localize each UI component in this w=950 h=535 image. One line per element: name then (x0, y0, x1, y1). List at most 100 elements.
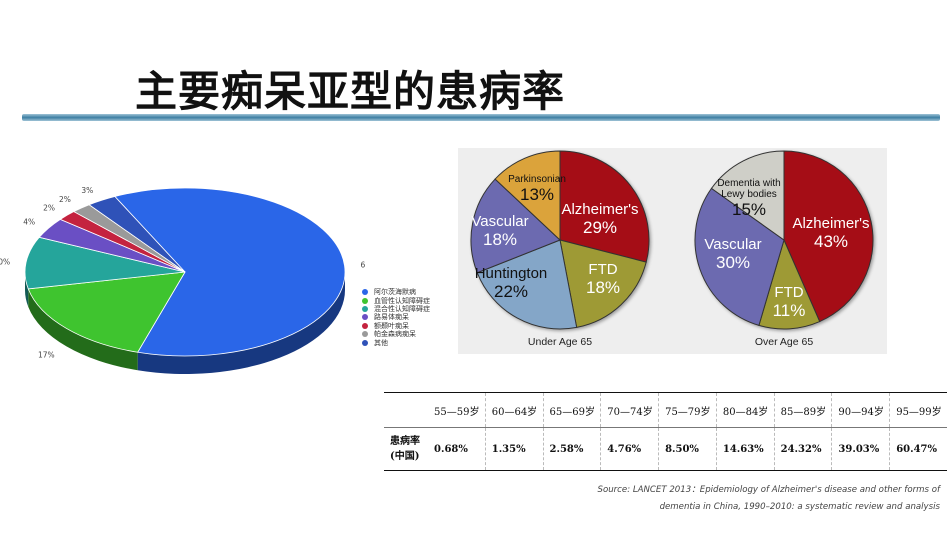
column-header: 85—89岁 (773, 392, 832, 428)
table-row: 患病率 (中国) 0.68% 1.35% 2.58% 4.76% 8.50% 14.63%… (384, 427, 947, 471)
age-pie-caption: Over Age 65 (755, 336, 814, 348)
prevalence-table: 55—59岁 60—64岁 65—69岁 70—74岁 75—79岁 80—84岁 85—8… (384, 392, 947, 471)
age-pie (470, 150, 650, 330)
table-cell: 14.63% (715, 427, 775, 471)
legend-label: 其他 (374, 338, 388, 347)
legend-entry: 额颞叶痴呆 (362, 322, 430, 330)
legend-swatch (362, 339, 368, 346)
age-pie-slice (783, 150, 874, 323)
pie-slice-label: 17% (38, 350, 55, 359)
age-pie-slice (710, 150, 785, 241)
age-comparison-figure: Alzheimer's 29% FTD 18% Huntington 22% Vascula… (458, 148, 887, 354)
legend-entry: 阿尔茨海默病 (362, 288, 430, 296)
pie-slice (24, 236, 186, 290)
pie-slice-side (28, 288, 138, 371)
age-pie-labels: Alzheimer's29%FTD18%Huntington22%Vascula… (471, 174, 638, 301)
age-pie-slice-label: Huntington (475, 265, 548, 282)
age-pie-slice-value: 15% (732, 200, 766, 219)
column-header: 55—59岁 (428, 392, 486, 428)
table-cell: 2.58% (542, 427, 601, 471)
age-pie-slice-value: 11% (773, 301, 806, 320)
table-cell: 39.03% (831, 427, 890, 471)
age-pie-slice-value: 43% (814, 232, 848, 251)
legend-swatch (362, 289, 368, 296)
row-label: 患病率 (390, 436, 420, 447)
age-comparison-pies: Alzheimer's29%FTD18%Huntington22%Vascula… (470, 150, 874, 348)
column-header: 65—69岁 (542, 392, 601, 428)
age-pie-slice-label: FTD (774, 284, 803, 301)
table-corner-cell (384, 392, 428, 428)
pie-slice-label: 3% (81, 186, 93, 195)
age-pie-slice (559, 150, 650, 263)
slide-title: 主要痴呆亚型的患病率 (135, 67, 566, 116)
pie-slice-label: 2% (43, 203, 55, 212)
column-header: 95—99岁 (889, 392, 947, 428)
table-cell: 1.35% (484, 427, 544, 471)
legend-swatch (362, 305, 368, 312)
pie-slices (24, 187, 346, 357)
age-pie-slice-value: 30% (716, 253, 750, 272)
legend-label: 额颞叶痴呆 (374, 321, 409, 330)
pie-slice-label: 10% (0, 257, 10, 266)
age-pie-slice-value: 18% (586, 278, 620, 297)
legend-entry: 血管性认知障碍症 (362, 296, 430, 305)
age-pie-slice-label: Parkinsonian (508, 174, 566, 185)
pie-slice-label: 4% (23, 218, 35, 227)
pie-slice-label: 62% (360, 261, 365, 270)
age-pie-slice (559, 239, 647, 329)
pie-legend: 阿尔茨海默病 血管性认知障碍症 混合性认知障碍症 路易体痴呆 额颞叶痴呆 帕金森病痴呆 其他 (362, 288, 430, 347)
column-header: 60—64岁 (484, 392, 544, 428)
legend-label: 帕金森病痴呆 (374, 330, 416, 339)
china-dementia-subtype-pie-chart: 62% 17% 10% 4% 2% 2% 3% (0, 186, 365, 374)
age-pie-slice (494, 150, 561, 242)
age-pie-slice-value: 29% (583, 218, 617, 237)
age-pie-slice-label: Alzheimer's (792, 215, 869, 232)
age-pie-slice-label: Alzheimer's (561, 201, 638, 218)
age-pie-slice-label: Vascular (704, 236, 761, 253)
legend-label: 混合性认知障碍症 (374, 304, 430, 313)
legend-swatch (362, 322, 368, 329)
column-header: 80—84岁 (715, 392, 775, 428)
legend-swatch (362, 297, 368, 304)
legend-entry: 其他 (362, 338, 430, 347)
table-cell: 0.68% (428, 427, 486, 471)
age-pie-slice (476, 239, 578, 330)
source-line-2: dementia in China, 1990–2010: a systemat… (659, 502, 940, 512)
pie-slice (114, 187, 346, 357)
legend-entry: 帕金森病痴呆 (362, 330, 430, 338)
age-pie-slice-value: 18% (483, 230, 517, 249)
age-pie-slice-label: Vascular (471, 213, 528, 230)
legend-label: 路易体痴呆 (374, 313, 409, 322)
legend-label: 血管性认知障碍症 (374, 296, 430, 305)
age-pie-slice-label: FTD (588, 261, 617, 278)
column-header: 75—79岁 (658, 392, 717, 428)
source-line-1: Source: LANCET 2013：Epidemiology of Alzh… (597, 485, 940, 495)
age-pie-slice (694, 187, 785, 327)
column-header: 90—94岁 (831, 392, 890, 428)
age-pie-caption: Under Age 65 (528, 336, 592, 348)
legend-entry: 路易体痴呆 (362, 313, 430, 321)
legend-entry: 混合性认知障碍症 (362, 305, 430, 313)
age-pie-slice-value: 13% (520, 185, 554, 204)
row-label-cell: 患病率 (中国) (384, 427, 428, 471)
pie-labels: 62% 17% 10% 4% 2% 2% 3% (0, 186, 365, 359)
legend-swatch (362, 314, 368, 321)
legend-label: 阿尔茨海默病 (374, 288, 416, 297)
pie-slice (88, 196, 186, 273)
table-cell: 8.50% (658, 427, 717, 471)
row-sublabel: (中国) (390, 451, 420, 462)
table-cell: 60.47% (889, 427, 947, 471)
age-pie-slice-value: 22% (494, 282, 528, 301)
age-pie (694, 150, 874, 330)
column-header: 70—74岁 (600, 392, 659, 428)
age-pie-slice-label: Dementia with (717, 178, 780, 189)
pie-slice-label: 2% (59, 195, 71, 204)
pie-slice (27, 271, 186, 353)
title-divider (22, 114, 940, 121)
pie-slice-side (137, 272, 345, 374)
table-cell: 4.76% (600, 427, 659, 471)
source-citation: Source: LANCET 2013：Epidemiology of Alzh… (560, 482, 940, 516)
age-pie-slice-label: Lewy bodies (721, 189, 777, 200)
table-header-row: 55—59岁 60—64岁 65—69岁 70—74岁 75—79岁 80—84岁 85—8… (384, 392, 947, 428)
